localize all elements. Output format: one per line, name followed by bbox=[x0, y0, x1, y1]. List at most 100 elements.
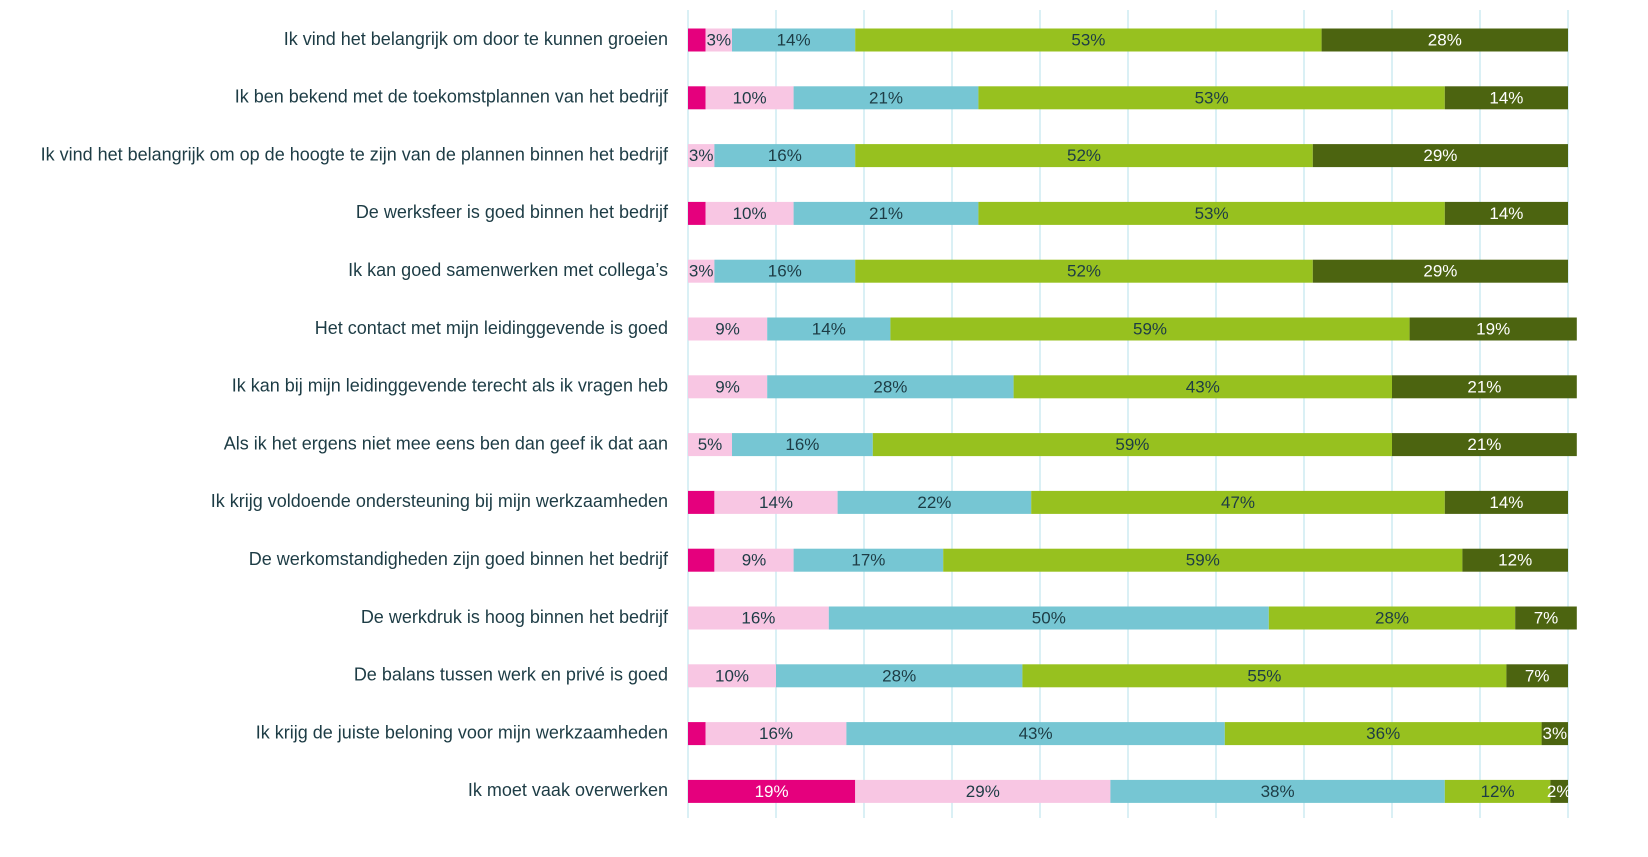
data-label: 10% bbox=[715, 666, 749, 685]
data-label: 12% bbox=[1498, 551, 1532, 570]
data-label: 14% bbox=[777, 30, 811, 49]
bar-segment bbox=[1444, 86, 1568, 110]
bar-segment bbox=[688, 606, 829, 630]
bar-segment bbox=[1110, 779, 1445, 803]
bar-segment bbox=[767, 375, 1014, 399]
bar-segment bbox=[1541, 722, 1568, 746]
bar-segment bbox=[1224, 722, 1542, 746]
bar-segment bbox=[1409, 317, 1577, 341]
bar-segment bbox=[705, 86, 794, 110]
data-label: 59% bbox=[1115, 435, 1149, 454]
category-label: De werkdruk is hoog binnen het bedrijf bbox=[361, 607, 669, 627]
category-label: Ik ben bekend met de toekomstplannen van… bbox=[235, 87, 669, 107]
data-label: 10% bbox=[733, 204, 767, 223]
bar-segment bbox=[1312, 259, 1568, 283]
data-label: 52% bbox=[1067, 262, 1101, 281]
bar-segment bbox=[1444, 490, 1568, 514]
data-label: 21% bbox=[1467, 377, 1501, 396]
bar-segment bbox=[714, 548, 794, 572]
bar-segment bbox=[846, 722, 1225, 746]
data-label: 21% bbox=[869, 88, 903, 107]
bar-segment bbox=[688, 490, 715, 514]
category-label: Ik kan goed samenwerken met collega’s bbox=[348, 260, 668, 280]
bar-segment bbox=[714, 490, 838, 514]
data-label: 14% bbox=[812, 319, 846, 338]
data-label: 7% bbox=[1525, 666, 1550, 685]
bar-segment bbox=[714, 144, 856, 168]
category-label: Ik krijg voldoende ondersteuning bij mij… bbox=[211, 491, 668, 511]
bar-segment bbox=[855, 144, 1313, 168]
data-label: 53% bbox=[1071, 30, 1105, 49]
bar-segment bbox=[837, 490, 1032, 514]
data-label: 22% bbox=[917, 493, 951, 512]
data-label: 3% bbox=[707, 30, 732, 49]
bar-segment bbox=[1462, 548, 1568, 572]
bar-segment bbox=[1444, 201, 1568, 225]
bar-segment bbox=[793, 548, 944, 572]
bar-segment bbox=[688, 375, 768, 399]
data-label: 5% bbox=[698, 435, 723, 454]
data-label: 9% bbox=[715, 319, 740, 338]
data-label: 21% bbox=[1467, 435, 1501, 454]
bar-segment bbox=[705, 28, 732, 52]
data-label: 9% bbox=[742, 551, 767, 570]
data-label: 14% bbox=[759, 493, 793, 512]
data-label: 10% bbox=[733, 88, 767, 107]
category-label: Het contact met mijn leidinggevende is g… bbox=[315, 318, 668, 338]
category-label: De werksfeer is goed binnen het bedrijf bbox=[356, 202, 669, 222]
data-label: 14% bbox=[1489, 493, 1523, 512]
category-label: Ik moet vaak overwerken bbox=[468, 780, 668, 800]
data-label: 14% bbox=[1489, 88, 1523, 107]
data-label: 28% bbox=[873, 377, 907, 396]
data-label: 28% bbox=[1375, 608, 1409, 627]
bar-segment bbox=[1312, 144, 1568, 168]
data-label: 38% bbox=[1261, 782, 1295, 801]
data-label: 12% bbox=[1481, 782, 1515, 801]
data-label: 21% bbox=[869, 204, 903, 223]
bar-segment bbox=[688, 144, 715, 168]
category-label: Als ik het ergens niet mee eens ben dan … bbox=[224, 433, 668, 453]
data-label: 17% bbox=[851, 551, 885, 570]
data-label: 28% bbox=[882, 666, 916, 685]
data-label: 16% bbox=[759, 724, 793, 743]
bar-segment bbox=[732, 28, 856, 52]
category-label: De balans tussen werk en privé is goed bbox=[354, 665, 668, 685]
data-label: 43% bbox=[1019, 724, 1053, 743]
category-label: De werkomstandigheden zijn goed binnen h… bbox=[249, 549, 669, 569]
data-label: 3% bbox=[1543, 724, 1568, 743]
bar-segment bbox=[688, 779, 856, 803]
data-label: 16% bbox=[768, 146, 802, 165]
data-label: 14% bbox=[1489, 204, 1523, 223]
bar-segment bbox=[1022, 664, 1507, 688]
bar-segment bbox=[855, 28, 1322, 52]
bar-segment bbox=[855, 779, 1111, 803]
data-label: 36% bbox=[1366, 724, 1400, 743]
bar-segment bbox=[872, 433, 1392, 457]
data-label: 29% bbox=[1423, 146, 1457, 165]
bar-segment bbox=[1550, 779, 1568, 803]
data-label: 59% bbox=[1186, 551, 1220, 570]
bar-segment bbox=[688, 722, 706, 746]
bar-segment bbox=[890, 317, 1410, 341]
data-label: 29% bbox=[1423, 262, 1457, 281]
data-label: 29% bbox=[966, 782, 1000, 801]
bar-segment bbox=[688, 86, 706, 110]
bar-segment bbox=[855, 259, 1313, 283]
bar-segment bbox=[776, 664, 1023, 688]
data-label: 2% bbox=[1547, 782, 1572, 801]
data-label: 52% bbox=[1067, 146, 1101, 165]
data-label: 7% bbox=[1534, 608, 1559, 627]
bar-segment bbox=[1268, 606, 1516, 630]
data-label: 43% bbox=[1186, 377, 1220, 396]
bar-segment bbox=[688, 317, 768, 341]
data-label: 3% bbox=[689, 146, 714, 165]
data-label: 28% bbox=[1428, 30, 1462, 49]
bar-segment bbox=[705, 201, 794, 225]
bar-segment bbox=[732, 433, 873, 457]
bar-segment bbox=[688, 664, 776, 688]
category-label: Ik vind het belangrijk om door te kunnen… bbox=[284, 29, 668, 49]
data-label: 59% bbox=[1133, 319, 1167, 338]
data-label: 19% bbox=[755, 782, 789, 801]
bar-segment bbox=[1515, 606, 1577, 630]
